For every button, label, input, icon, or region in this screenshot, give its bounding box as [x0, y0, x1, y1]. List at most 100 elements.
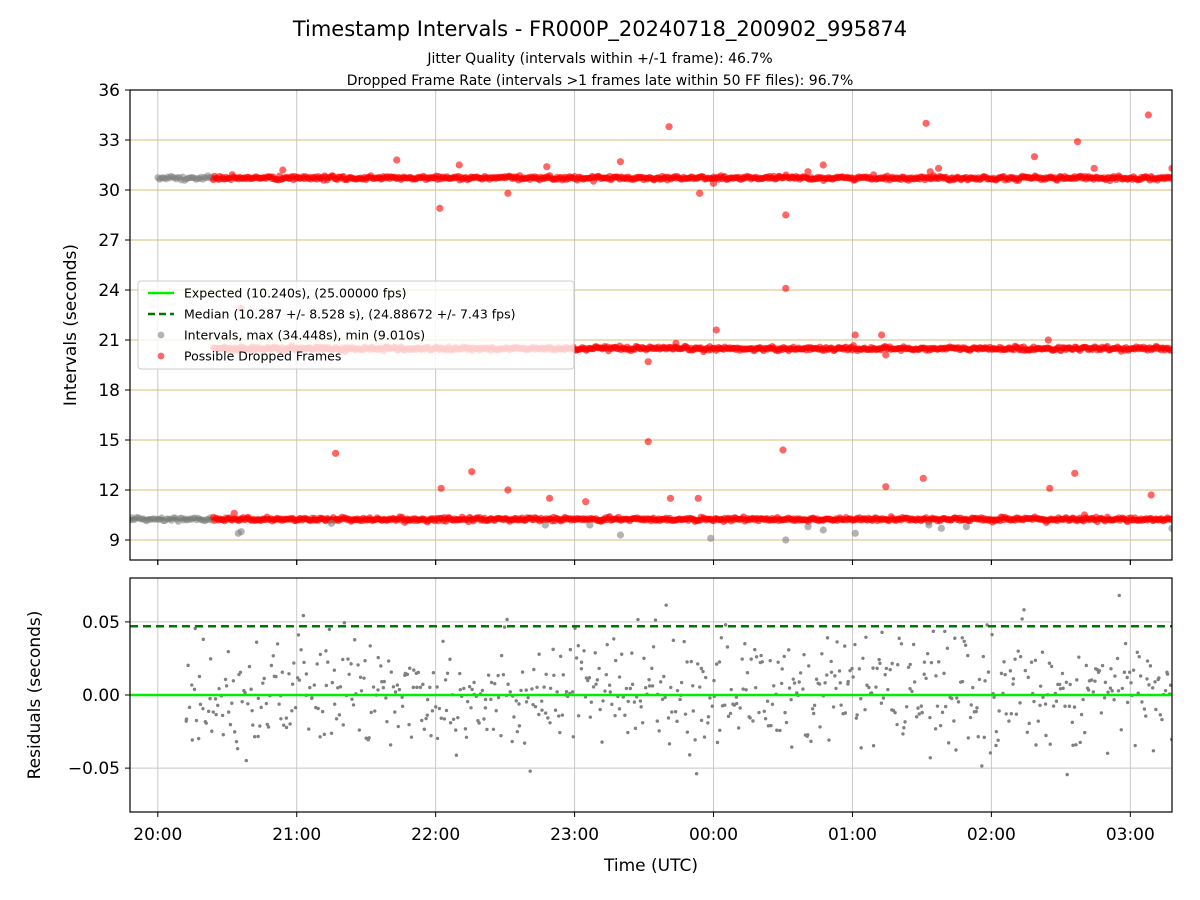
- residual-point: [1003, 672, 1007, 677]
- residual-point: [251, 723, 255, 727]
- residual-point: [859, 746, 863, 750]
- dropped-frame-point: [437, 484, 445, 492]
- residual-point: [851, 675, 855, 679]
- top-y-tick-label: 36: [98, 81, 120, 101]
- residual-point: [385, 719, 389, 724]
- residual-point: [555, 690, 559, 694]
- dropped-frame-point: [1168, 164, 1172, 172]
- residual-point: [537, 712, 541, 717]
- residual-point: [950, 696, 954, 701]
- residual-point: [568, 647, 573, 652]
- residual-point: [1049, 664, 1054, 669]
- dropped-frame-point: [804, 168, 812, 176]
- residual-point: [974, 709, 978, 714]
- residual-point: [791, 677, 795, 681]
- residual-point: [1061, 686, 1065, 690]
- residual-point: [458, 687, 463, 692]
- residual-point: [952, 719, 956, 723]
- residual-point: [454, 753, 459, 757]
- residual-point: [701, 669, 705, 674]
- residual-point: [408, 666, 412, 670]
- residual-point: [1044, 733, 1048, 738]
- residual-point: [208, 696, 212, 701]
- residual-point: [1032, 699, 1036, 704]
- residual-point: [729, 687, 733, 692]
- residual-point: [859, 697, 863, 701]
- residual-point: [247, 664, 252, 669]
- residual-point: [524, 688, 528, 692]
- residual-point: [1093, 679, 1097, 683]
- residual-point: [437, 706, 442, 711]
- residual-point: [846, 679, 850, 684]
- residual-point: [775, 728, 779, 732]
- residual-point: [943, 629, 947, 634]
- residual-point: [1077, 655, 1081, 659]
- residual-point: [393, 710, 397, 714]
- residual-point: [456, 715, 460, 720]
- dropped-frame-point: [779, 446, 787, 454]
- x-tick-label: 21:00: [272, 825, 321, 845]
- residual-point: [216, 703, 220, 708]
- residual-point: [187, 705, 192, 710]
- residual-point: [759, 653, 763, 658]
- residual-point: [246, 702, 250, 706]
- residual-point: [315, 662, 319, 666]
- residual-point: [384, 696, 388, 700]
- residual-point: [359, 689, 364, 693]
- residual-point: [418, 685, 423, 690]
- residual-point: [1117, 593, 1121, 598]
- top-y-tick-label: 15: [98, 431, 120, 451]
- residual-point: [933, 727, 938, 731]
- residual-point: [702, 735, 707, 739]
- residual-point: [266, 725, 271, 729]
- residual-point: [956, 700, 961, 704]
- residual-point: [322, 732, 327, 737]
- residual-point: [371, 685, 376, 689]
- residual-point: [825, 636, 830, 640]
- residual-point: [362, 676, 366, 680]
- residual-point: [881, 696, 886, 700]
- top-y-tick-label: 27: [98, 231, 120, 251]
- bottom-y-tick-label: 0.00: [82, 686, 120, 706]
- residual-point: [324, 649, 328, 653]
- residual-point: [582, 649, 586, 653]
- residual-point: [235, 746, 240, 751]
- residual-point: [757, 710, 761, 715]
- residual-point: [465, 699, 470, 704]
- residual-point: [528, 769, 532, 773]
- residual-point: [210, 729, 214, 733]
- residual-point: [1154, 707, 1158, 712]
- residual-point: [1102, 696, 1107, 700]
- residual-point: [1129, 681, 1133, 685]
- residual-point: [480, 688, 485, 693]
- residual-point: [1008, 669, 1013, 673]
- residual-point: [820, 652, 824, 656]
- interval-point: [851, 529, 859, 537]
- residual-point: [837, 669, 842, 673]
- residual-point: [983, 679, 987, 683]
- residual-point: [382, 679, 386, 684]
- residual-point: [293, 706, 298, 710]
- residual-point: [295, 676, 300, 680]
- dropped-frame-point: [782, 284, 790, 292]
- residual-point: [839, 703, 843, 707]
- residual-point: [766, 724, 771, 728]
- residual-point: [1119, 728, 1123, 732]
- residual-point: [748, 716, 752, 720]
- residual-point: [708, 696, 712, 700]
- residual-point: [937, 660, 941, 664]
- residual-point: [1147, 683, 1151, 687]
- residual-point: [214, 712, 218, 717]
- residual-point: [316, 706, 320, 711]
- residual-point: [537, 652, 541, 656]
- dropped-frame-point: [712, 326, 720, 334]
- residual-point: [443, 678, 448, 682]
- residual-point: [857, 667, 862, 671]
- residual-point: [612, 637, 616, 641]
- residual-point: [734, 695, 739, 699]
- residual-point: [412, 668, 416, 672]
- residual-point: [1023, 668, 1028, 673]
- residual-point: [699, 666, 704, 671]
- residual-point: [230, 701, 234, 705]
- residual-point: [302, 660, 306, 665]
